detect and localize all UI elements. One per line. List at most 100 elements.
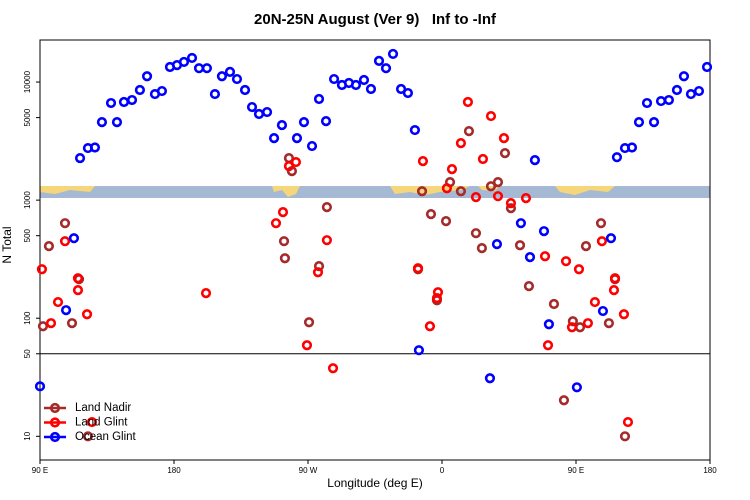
legend-label: Land Nadir xyxy=(75,402,131,414)
point xyxy=(701,61,713,73)
legend-label: Land Glint xyxy=(75,417,128,429)
point xyxy=(313,93,325,105)
point xyxy=(505,203,517,214)
point xyxy=(201,63,213,74)
point xyxy=(605,233,617,244)
point xyxy=(156,85,168,97)
point xyxy=(290,156,302,168)
x-tick-label: 0 xyxy=(440,466,445,475)
point xyxy=(303,317,315,328)
point xyxy=(455,138,467,149)
point xyxy=(118,96,130,108)
x-tick-label: 90 E xyxy=(568,466,584,475)
y-tick-label: 10 xyxy=(23,431,32,440)
point xyxy=(432,287,444,298)
point xyxy=(402,87,414,99)
point xyxy=(72,285,84,296)
point xyxy=(81,309,93,320)
point xyxy=(693,85,705,97)
point xyxy=(239,84,251,96)
point xyxy=(291,133,303,144)
point xyxy=(573,264,585,275)
point xyxy=(96,116,108,128)
point xyxy=(431,293,443,304)
point xyxy=(89,142,101,153)
point xyxy=(648,116,660,128)
point xyxy=(416,186,428,197)
point xyxy=(134,84,146,96)
point xyxy=(59,218,71,229)
point xyxy=(685,88,697,100)
point xyxy=(321,201,333,213)
point xyxy=(618,309,630,320)
point xyxy=(216,71,228,82)
x-axis-label: Longitude (deg E) xyxy=(327,476,422,490)
point xyxy=(200,288,212,299)
point xyxy=(485,181,497,192)
point xyxy=(571,382,582,393)
point xyxy=(622,416,634,428)
point xyxy=(52,296,64,308)
point xyxy=(498,133,510,144)
point xyxy=(298,116,310,128)
legend-marker xyxy=(49,402,61,414)
point xyxy=(380,63,392,74)
point xyxy=(626,142,638,153)
point xyxy=(425,209,437,220)
point xyxy=(609,273,621,284)
point xyxy=(365,83,377,95)
point xyxy=(641,97,653,109)
point xyxy=(313,261,325,272)
ocean-band xyxy=(40,186,710,198)
point xyxy=(417,156,429,167)
point xyxy=(387,48,399,60)
point xyxy=(209,88,221,100)
point xyxy=(595,218,607,229)
y-tick-label: 100 xyxy=(23,311,32,325)
point xyxy=(580,241,592,252)
point xyxy=(441,183,453,194)
point xyxy=(350,79,362,91)
x-tick-label: 90 E xyxy=(32,466,48,475)
point xyxy=(413,345,425,356)
point xyxy=(548,298,560,310)
point xyxy=(373,55,385,67)
x-tick-label: 180 xyxy=(167,466,181,475)
point xyxy=(567,316,578,327)
point xyxy=(455,186,467,197)
point xyxy=(268,133,280,144)
point xyxy=(327,363,339,374)
legend-marker xyxy=(49,431,61,443)
point xyxy=(477,153,489,165)
point xyxy=(514,240,526,251)
point xyxy=(409,124,421,136)
point xyxy=(492,177,504,188)
point xyxy=(440,216,452,227)
point xyxy=(520,193,532,204)
point xyxy=(538,226,550,237)
point xyxy=(253,108,265,120)
point xyxy=(141,71,153,82)
point xyxy=(270,218,282,229)
y-axis-label: N Total xyxy=(0,226,14,263)
point xyxy=(277,207,289,218)
point xyxy=(126,94,138,106)
point xyxy=(37,321,49,332)
point xyxy=(499,148,511,159)
point xyxy=(424,321,436,332)
point xyxy=(276,119,288,131)
land xyxy=(555,186,615,195)
point xyxy=(678,71,690,82)
point xyxy=(597,305,609,317)
point xyxy=(193,63,205,74)
point xyxy=(524,252,536,263)
point xyxy=(596,236,608,247)
point xyxy=(589,296,601,308)
point xyxy=(633,116,645,128)
y-tick-label: 1000 xyxy=(23,191,32,209)
point xyxy=(74,152,86,164)
point xyxy=(43,241,55,252)
point xyxy=(574,322,586,333)
point xyxy=(566,322,578,333)
